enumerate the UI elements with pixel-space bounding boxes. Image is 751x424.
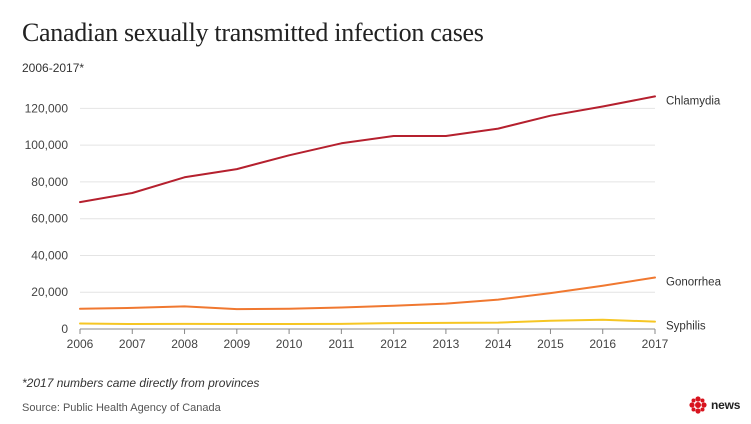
source-credit: Source: Public Health Agency of Canada: [22, 402, 221, 414]
chart-title: Canadian sexually transmitted infection …: [22, 18, 484, 47]
syphilis-label: Syphilis: [666, 321, 706, 333]
x-tick-label: 2012: [380, 337, 407, 351]
series-lines: [79, 95, 656, 325]
y-tick-label: 100,000: [25, 138, 69, 152]
x-tick-label: 2016: [589, 337, 616, 351]
x-tick-label: 2015: [537, 337, 564, 351]
logo-text: news: [711, 398, 741, 412]
x-tick-label: 2009: [223, 337, 250, 351]
y-tick-label: 120,000: [25, 101, 69, 115]
gonorrhea-line: [79, 276, 656, 311]
series-labels: Chlamydia Gonorrhea Syphilis: [666, 95, 722, 332]
gridlines: [80, 107, 655, 330]
syphilis-line: [79, 318, 656, 325]
y-tick-label: 20,000: [31, 285, 68, 299]
x-tick-label: 2013: [433, 337, 460, 351]
y-tick-label: 40,000: [31, 248, 68, 262]
y-tick-label: 80,000: [31, 175, 68, 189]
x-tick-label: 2008: [171, 337, 198, 351]
x-tick-label: 2010: [276, 337, 303, 351]
cbc-gem-icon: [689, 396, 707, 414]
x-tick-label: 2007: [119, 337, 146, 351]
x-tick-label: 2006: [67, 337, 94, 351]
chart-subtitle: 2006-2017*: [22, 61, 85, 75]
y-tick-label: 0: [61, 322, 68, 336]
x-axis-ticks: 2006 2007 2008 2009 2010 2011 2012 2013 2014 2015…: [67, 329, 669, 351]
footnote: *2017 numbers came directly from provinc…: [22, 376, 260, 390]
gonorrhea-label: Gonorrhea: [666, 277, 722, 289]
cbc-news-logo: news: [688, 396, 740, 414]
y-axis-ticks: 0 20,000 40,000 60,000 80,000 100,000 120,000: [25, 101, 69, 336]
x-tick-label: 2017: [642, 337, 669, 351]
chlamydia-line: [79, 95, 656, 204]
chlamydia-label: Chlamydia: [666, 95, 721, 107]
x-tick-label: 2014: [485, 337, 512, 351]
y-tick-label: 60,000: [31, 212, 68, 226]
x-tick-label: 2011: [328, 337, 354, 351]
